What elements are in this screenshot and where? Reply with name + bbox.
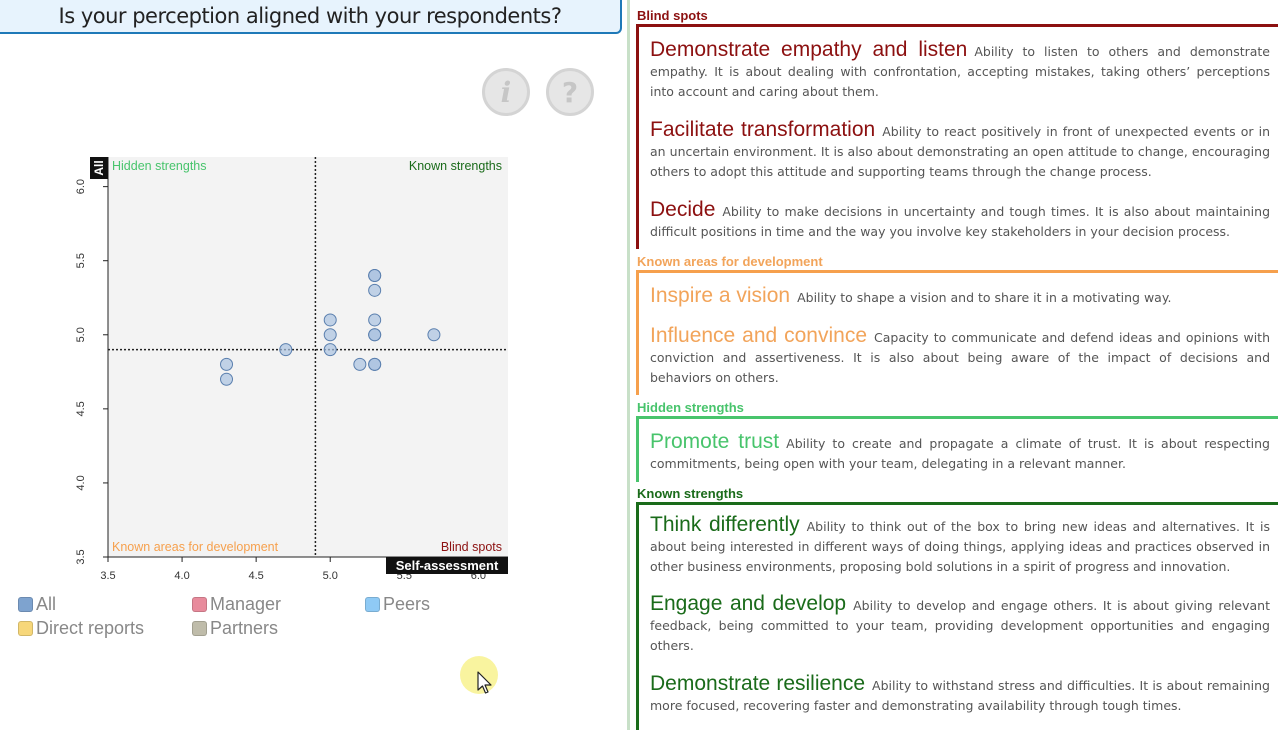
competency-name: Demonstrate resilience [650, 672, 866, 695]
section-label-known-areas: Known areas for development [637, 254, 823, 269]
data-point [368, 269, 382, 283]
legend-label: Manager [210, 594, 282, 614]
legend-label: All [36, 594, 57, 614]
section-rule-known-areas [636, 270, 1278, 273]
data-point [427, 328, 441, 342]
y-axis-label: All [92, 160, 106, 175]
competency-item: Demonstrate empathy and listen Ability to… [650, 38, 1270, 102]
page-title: Is your perception aligned with your res… [0, 0, 622, 34]
section-bar-hidden-strengths [636, 416, 639, 482]
competency-item: Influence and convince Capacity to commun… [650, 324, 1270, 388]
legend-swatch [365, 597, 380, 612]
info-icon: i [500, 75, 512, 109]
competency-desc: Ability to create and propagate a climat… [650, 436, 1270, 471]
pointer-icon [477, 671, 492, 694]
data-point [220, 372, 234, 386]
legend-label: Partners [210, 618, 279, 638]
competency-item: Facilitate transformation Ability to reac… [650, 118, 1270, 182]
competency-desc: Ability to listen to others and demonstr… [650, 44, 1270, 99]
competency-desc: Ability to withstand stress and difficul… [650, 678, 1270, 713]
info-button[interactable]: i [482, 68, 530, 116]
section-label-hidden-strengths: Hidden strengths [637, 400, 744, 415]
legend-swatch [192, 597, 207, 612]
y-tick-label: 5.5 [75, 253, 87, 268]
data-point [368, 357, 382, 371]
x-tick-label: 4.5 [248, 570, 263, 582]
section-label-blind-spots: Blind spots [637, 8, 708, 23]
section-bar-known-areas [636, 270, 639, 395]
x-tick-label: 5.0 [323, 570, 338, 582]
quadrant-label-blind-spots: Blind spots [441, 540, 502, 554]
section-rule-hidden-strengths [636, 416, 1278, 419]
section-bar-known-strengths [636, 502, 639, 730]
data-point [279, 343, 293, 357]
legend-item-all[interactable]: All [18, 594, 56, 615]
competency-desc: Ability to make decisions in uncertainty… [650, 204, 1270, 239]
competency-name: Think differently [650, 513, 800, 536]
data-point [368, 313, 382, 327]
data-point [353, 357, 367, 371]
data-point [323, 328, 337, 342]
legend-swatch [18, 597, 33, 612]
competency-desc: Ability to think out of the box to bring… [650, 519, 1270, 574]
competency-name: Decide [650, 198, 716, 221]
y-tick-label: 4.5 [75, 401, 87, 416]
competency-name: Influence and convince [650, 324, 868, 347]
scatter-chart: 3.5 4.0 4.5 5.0 5.5 6.03.54.04.55.05.56.0Hidd… [75, 157, 508, 582]
data-point [323, 343, 337, 357]
competency-name: Inspire a vision [650, 284, 791, 307]
competency-panel: Blind spots Demonstrate empathy and list… [636, 0, 1278, 730]
section-bar-blind-spots [636, 24, 639, 249]
competency-item: Demonstrate resilience Ability to withsta… [650, 672, 1270, 716]
competency-desc: Capacity to communicate and defend ideas… [650, 330, 1270, 385]
x-tick-label: 3.5 [100, 570, 115, 582]
x-tick-label: 4.0 [174, 570, 189, 582]
section-label-known-strengths: Known strengths [637, 486, 744, 501]
section-rule-blind-spots [636, 24, 1278, 27]
competency-desc: Ability to react positively in front of … [650, 124, 1270, 179]
data-point [323, 313, 337, 327]
data-point [220, 357, 234, 371]
x-axis-label-bg [386, 557, 508, 574]
legend-swatch [18, 621, 33, 636]
competency-name: Demonstrate empathy and listen [650, 38, 968, 61]
competency-desc: Ability to shape a vision and to share i… [797, 290, 1172, 305]
legend-label: Direct reports [36, 618, 145, 638]
mouse-cursor [460, 654, 500, 700]
quadrant-label-hidden-strengths: Hidden strengths [112, 159, 207, 173]
help-icon: ? [561, 75, 579, 109]
plot-background [108, 157, 508, 557]
section-rule-known-strengths [636, 502, 1278, 505]
quadrant-label-known-areas: Known areas for development [112, 540, 279, 554]
legend-item-peers[interactable]: Peers [365, 594, 430, 615]
competency-item: Inspire a vision Ability to shape a visio… [650, 284, 1270, 308]
data-point [368, 328, 382, 342]
competency-name: Engage and develop [650, 592, 847, 615]
y-axis-label-bg [90, 157, 108, 179]
competency-item: Think differently Ability to think out of… [650, 513, 1270, 577]
competency-item: Decide Ability to make decisions in uncer… [650, 198, 1270, 242]
competency-name: Promote trust [650, 430, 780, 453]
y-tick-label: 5.0 [75, 327, 87, 342]
y-tick-label: 4.0 [75, 475, 87, 490]
help-button[interactable]: ? [546, 68, 594, 116]
quadrant-label-known-strengths: Known strengths [409, 159, 502, 173]
legend-label: Peers [383, 594, 431, 614]
y-tick-label: 3.5 [75, 549, 87, 564]
legend-swatch [192, 621, 207, 636]
legend-item-direct-reports[interactable]: Direct reports [18, 618, 144, 639]
data-point [368, 283, 382, 297]
left-panel: Is your perception aligned with your res… [0, 0, 628, 730]
competency-item: Engage and develop Ability to develop and… [650, 592, 1271, 656]
y-tick-label: 6.0 [75, 179, 87, 194]
x-axis-label: Self-assessment [396, 558, 499, 573]
competency-desc: Ability to develop and engage others. It… [650, 598, 1271, 653]
panel-divider [627, 0, 630, 730]
competency-name: Facilitate transformation [650, 118, 876, 141]
chart-legend: All Manager Peers Direct reports Partners [18, 594, 578, 644]
competency-item: Promote trust Ability to create and propa… [650, 430, 1270, 474]
legend-item-manager[interactable]: Manager [192, 594, 281, 615]
legend-item-partners[interactable]: Partners [192, 618, 278, 639]
